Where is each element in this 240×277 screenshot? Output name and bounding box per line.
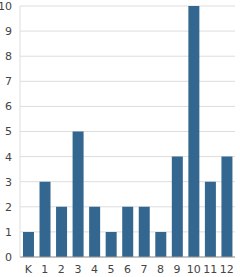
svg-text:4: 4 [91, 263, 98, 276]
svg-text:1: 1 [8, 226, 12, 239]
svg-text:8: 8 [8, 50, 12, 63]
svg-text:0: 0 [8, 251, 12, 264]
svg-text:7: 7 [8, 75, 12, 88]
svg-text:10: 10 [187, 263, 201, 276]
svg-text:12: 12 [220, 263, 232, 276]
svg-text:9: 9 [174, 263, 181, 276]
svg-text:7: 7 [141, 263, 148, 276]
svg-text:2: 2 [8, 201, 12, 214]
svg-text:6: 6 [8, 100, 12, 113]
svg-text:K: K [25, 263, 33, 276]
svg-text:9: 9 [8, 25, 12, 38]
svg-text:3: 3 [74, 263, 81, 276]
svg-text:2: 2 [58, 263, 65, 276]
svg-text:5: 5 [107, 263, 114, 276]
svg-text:11: 11 [203, 263, 217, 276]
svg-text:10: 10 [8, 0, 12, 13]
svg-text:4: 4 [8, 151, 12, 164]
svg-text:6: 6 [124, 263, 131, 276]
svg-text:8: 8 [157, 263, 164, 276]
svg-text:5: 5 [8, 125, 12, 138]
svg-text:3: 3 [8, 176, 12, 189]
svg-text:1: 1 [41, 263, 48, 276]
